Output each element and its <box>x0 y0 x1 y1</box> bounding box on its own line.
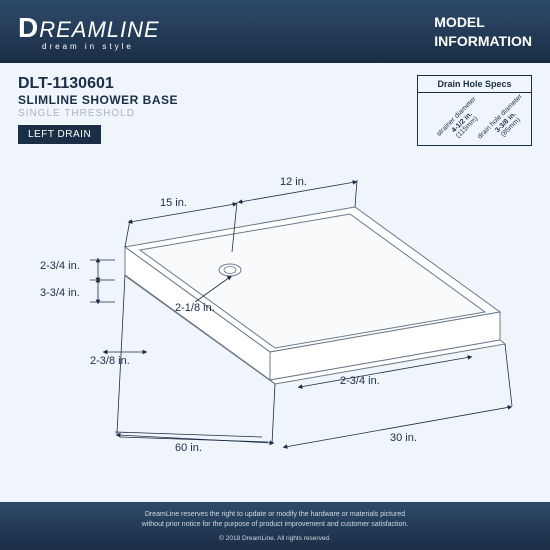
brand-name-text: REAMLINE <box>39 17 159 42</box>
header-title-l2: INFORMATION <box>434 32 532 50</box>
dim-front-lip: 2-3/4 in. <box>340 375 380 387</box>
dim-top-left: 15 in. <box>160 197 187 209</box>
product-info: DLT-1130601 SLIMLINE SHOWER BASE SINGLE … <box>18 75 178 144</box>
footer: DreamLine reserves the right to update o… <box>0 502 550 550</box>
dim-depth: 30 in. <box>390 432 417 444</box>
hole-spec: drain hole diameter 3-3/8 in. (85mm) <box>477 93 536 152</box>
product-name: SLIMLINE SHOWER BASE <box>18 93 178 107</box>
footer-disclaimer-2: without prior notice for the purpose of … <box>20 520 530 530</box>
dim-top-right: 12 in. <box>280 176 307 188</box>
strainer-spec: strainer diameter 4-1/2 in. (115mm) <box>436 96 489 149</box>
dim-left-lower: 3-3/4 in. <box>40 287 80 299</box>
header-bar: DREAMLINE dream in style MODEL INFORMATI… <box>0 0 550 63</box>
footer-copyright: © 2018 DreamLine. All rights reserved. <box>20 534 530 543</box>
product-sku: DLT-1130601 <box>18 75 178 93</box>
brand: DREAMLINE dream in style <box>18 12 160 51</box>
header-title: MODEL INFORMATION <box>434 13 532 49</box>
product-type: SINGLE THRESHOLD <box>18 108 178 119</box>
dim-inner-height: 2-1/8 in. <box>175 302 215 314</box>
header-title-l1: MODEL <box>434 13 532 31</box>
brand-tagline: dream in style <box>42 42 160 51</box>
drain-spec-box: Drain Hole Specs strainer diameter 4-1/2… <box>417 75 532 146</box>
brand-name: DREAMLINE <box>18 12 160 44</box>
drain-position-badge: LEFT DRAIN <box>18 125 101 144</box>
technical-diagram: 15 in. 12 in. 2-3/4 in. 3-3/4 in. 2-1/8 … <box>0 152 550 502</box>
specbox-body: strainer diameter 4-1/2 in. (115mm) drai… <box>418 93 531 145</box>
shower-base-svg <box>0 152 550 502</box>
dim-bottom-offset: 2-3/8 in. <box>90 355 130 367</box>
dim-width: 60 in. <box>175 442 202 454</box>
sub-header: DLT-1130601 SLIMLINE SHOWER BASE SINGLE … <box>0 63 550 152</box>
dim-left-upper: 2-3/4 in. <box>40 260 80 272</box>
specbox-title: Drain Hole Specs <box>418 76 531 93</box>
footer-disclaimer-1: DreamLine reserves the right to update o… <box>20 510 530 520</box>
